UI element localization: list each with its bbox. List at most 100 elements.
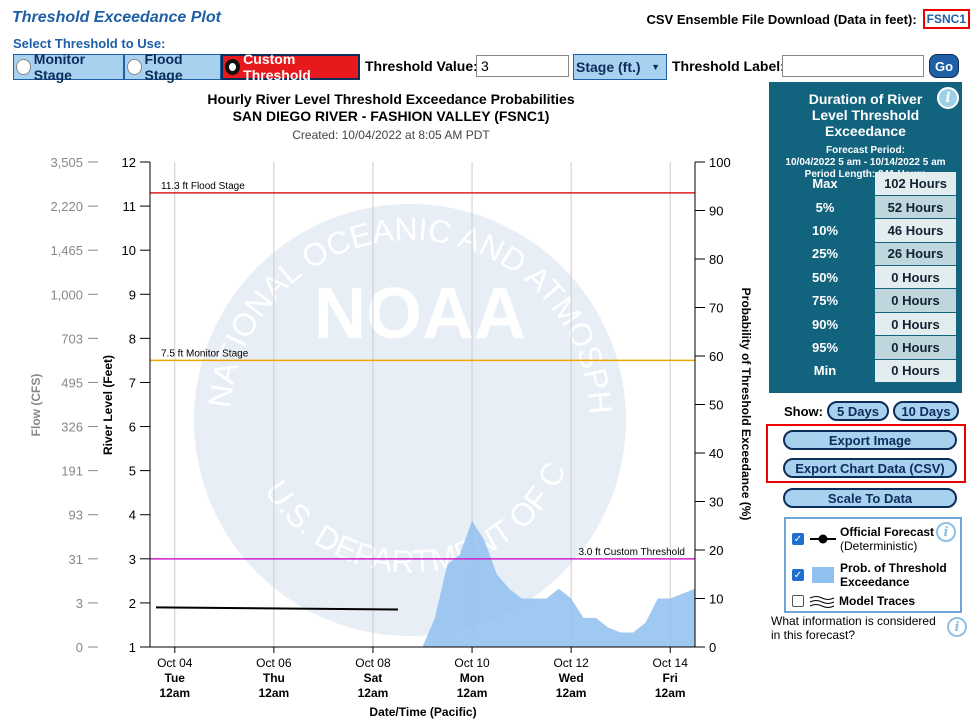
x-tick-time: 12am [457, 686, 488, 700]
forecast-period-label: Forecast Period: [826, 145, 905, 156]
export-image-button[interactable]: Export Image [783, 430, 957, 450]
x-tick-label: Oct 08 [355, 656, 391, 670]
threshold-value-label: Threshold Value: [365, 58, 478, 74]
duration-row-label: Min [813, 363, 837, 379]
checkbox-checked-icon[interactable]: ✓ [792, 533, 804, 545]
chart-subtitle: SAN DIEGO RIVER - FASHION VALLEY (FSNC1) [233, 108, 550, 124]
custom-threshold-label: Custom Threshold [243, 51, 311, 83]
radio-circle-icon [16, 59, 31, 75]
duration-row-label: 75% [811, 293, 839, 309]
stage-tick-label: 9 [129, 287, 136, 302]
threshold-value-input[interactable] [476, 55, 569, 77]
chart-title: Hourly River Level Threshold Exceedance … [207, 91, 574, 107]
prob-tick-label: 100 [709, 155, 731, 170]
csv-download-link[interactable]: FSNC1 [922, 9, 970, 29]
flow-tick-label: 703 [61, 331, 83, 346]
x-tick-day: Thu [263, 671, 285, 685]
prob-tick-label: 70 [709, 301, 723, 316]
threshold-label-input[interactable] [782, 55, 924, 77]
x-tick-day: Sat [364, 671, 383, 685]
model-traces-icon [809, 596, 835, 608]
scale-to-data-button[interactable]: Scale To Data [783, 488, 957, 508]
prob-exceedance-label-2: Exceedance [840, 575, 910, 589]
duration-row-value: 0 Hours [875, 335, 956, 360]
forecast-period-value: 10/04/2022 5 am - 10/14/2022 5 am [785, 157, 946, 168]
flow-tick-label: 495 [61, 375, 83, 390]
duration-row-value: 0 Hours [875, 288, 956, 313]
stage-tick-label: 6 [129, 420, 136, 435]
duration-row-value: 0 Hours [875, 265, 956, 290]
stage-tick-label: 10 [122, 243, 136, 258]
model-traces-label: Model Traces [839, 594, 916, 608]
stage-tick-label: 7 [129, 375, 136, 390]
prob-tick-label: 20 [709, 543, 723, 558]
x-tick-label: Oct 14 [653, 656, 689, 670]
stage-tick-label: 11 [123, 199, 137, 214]
export-csv-button[interactable]: Export Chart Data (CSV) [783, 458, 957, 478]
flow-tick-label: 2,220 [50, 199, 83, 214]
deterministic-label: (Deterministic) [840, 539, 918, 553]
duration-info-icon[interactable]: i [937, 87, 959, 109]
checkbox-checked-icon[interactable]: ✓ [792, 569, 804, 581]
duration-row: 75% 0 Hours [775, 288, 956, 313]
checkbox-unchecked-icon[interactable] [792, 595, 804, 607]
unit-select[interactable]: Stage (ft.) ▼ [573, 54, 667, 80]
radio-selected-icon [225, 59, 241, 75]
x-tick-label: Oct 12 [553, 656, 589, 670]
stage-tick-label: 3 [129, 552, 136, 567]
monitor-stage-radio[interactable]: Monitor Stage [13, 51, 124, 83]
duration-table: Max 102 Hours 5% 52 Hours 10% 46 Hours 25% 26 H… [775, 172, 956, 384]
show-days-row: Show: 5 Days 10 Days [784, 401, 959, 421]
go-button[interactable]: Go [929, 54, 959, 78]
duration-row-value: 46 Hours [875, 218, 956, 243]
legend-official-forecast[interactable]: ✓ Official Forecast (Deterministic) [792, 525, 934, 553]
show-label: Show: [784, 403, 823, 419]
dropdown-arrow-icon: ▼ [651, 62, 660, 72]
flow-tick-label: 1,000 [50, 287, 83, 302]
duration-row-label: 50% [811, 269, 839, 285]
threshold-label: 3.0 ft Custom Threshold [578, 547, 685, 558]
prob-tick-label: 50 [709, 398, 723, 413]
duration-row-value: 0 Hours [875, 359, 956, 384]
legend-box: ✓ Official Forecast (Deterministic) i ✓ … [784, 517, 962, 613]
duration-row: 10% 46 Hours [775, 218, 956, 243]
prob-tick-label: 90 [709, 204, 723, 219]
stage-tick-label: 1 [129, 640, 136, 655]
duration-row: 95% 0 Hours [775, 335, 956, 360]
x-tick-day: Fri [663, 671, 678, 685]
legend-model-traces[interactable]: Model Traces [792, 594, 915, 608]
duration-row-label: Max [812, 176, 838, 192]
prob-swatch-icon [812, 567, 834, 583]
legend-prob-exceedance[interactable]: ✓ Prob. of Threshold Exceedance [792, 561, 947, 589]
x-tick-day: Wed [559, 671, 584, 685]
custom-threshold-radio[interactable]: Custom Threshold [221, 51, 360, 83]
threshold-radio-group: Monitor Stage Flood Stage Custom Thresho… [13, 51, 360, 83]
flood-stage-radio[interactable]: Flood Stage [124, 51, 221, 83]
threshold-label: 7.5 ft Monitor Stage [161, 348, 249, 359]
show-5-days-button[interactable]: 5 Days [827, 401, 889, 421]
watermark-logo-text: NOAA [314, 274, 526, 354]
x-tick-time: 12am [259, 686, 290, 700]
prob-tick-label: 30 [709, 495, 723, 510]
stage-tick-label: 5 [129, 464, 136, 479]
forecast-info-icon[interactable]: i [947, 617, 967, 637]
flow-tick-label: 326 [61, 420, 83, 435]
official-forecast-line-icon [810, 534, 836, 544]
select-threshold-label: Select Threshold to Use: [13, 36, 166, 51]
noaa-watermark: NATIONAL OCEANIC AND ATMOSPHERIC ADMINIS… [0, 82, 626, 636]
prob-tick-label: 60 [709, 349, 723, 364]
x-tick-time: 12am [159, 686, 190, 700]
x-tick-time: 12am [358, 686, 389, 700]
duration-row: Min 0 Hours [775, 359, 956, 384]
legend-info-icon[interactable]: i [936, 522, 956, 542]
x-tick-day: Tue [165, 671, 186, 685]
exceedance-chart: NATIONAL OCEANIC AND ATMOSPHERIC ADMINIS… [0, 82, 753, 719]
forecast-info-question[interactable]: What information is considered in this f… [771, 614, 936, 642]
prob-tick-label: 80 [709, 252, 723, 267]
duration-row-value: 102 Hours [875, 172, 956, 196]
flow-tick-label: 31 [69, 552, 83, 567]
stage-tick-label: 8 [129, 331, 136, 346]
show-10-days-button[interactable]: 10 Days [893, 401, 959, 421]
official-forecast-label: Official Forecast [840, 525, 935, 539]
duration-row-value: 26 Hours [875, 242, 956, 267]
